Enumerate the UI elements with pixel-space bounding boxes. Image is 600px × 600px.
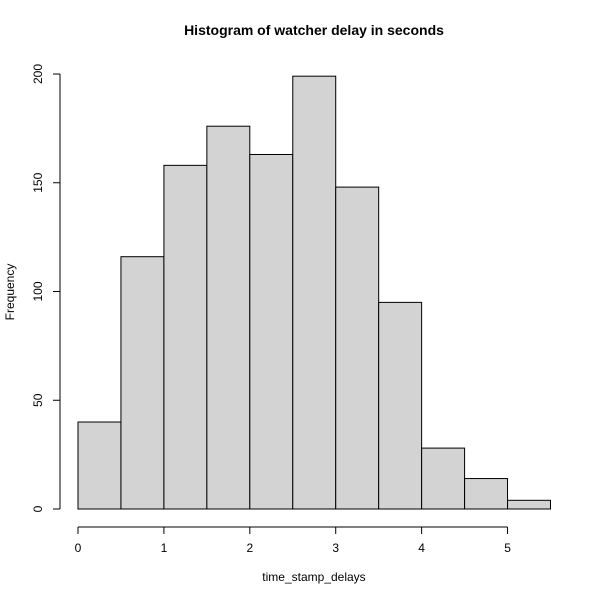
histogram-bar-9 bbox=[421, 447, 466, 510]
x-tick-label: 4 bbox=[418, 541, 425, 555]
x-tick-label: 2 bbox=[246, 541, 253, 555]
x-tick-label: 5 bbox=[504, 541, 511, 555]
x-axis: 0 1 2 3 4 5 bbox=[75, 526, 511, 555]
histogram-bar-2 bbox=[120, 256, 165, 510]
chart-title: Histogram of watcher delay in seconds bbox=[184, 22, 444, 38]
x-tick-label: 1 bbox=[161, 541, 168, 555]
histogram-bar-8 bbox=[378, 301, 423, 510]
y-tick-label: 150 bbox=[31, 172, 45, 192]
histogram-bar-1 bbox=[77, 421, 122, 510]
x-tick-label: 3 bbox=[332, 541, 339, 555]
bars-group bbox=[77, 75, 551, 510]
y-axis-label: Frequency bbox=[3, 264, 17, 321]
histogram-bar-5 bbox=[249, 153, 294, 510]
y-tick-label: 0 bbox=[31, 505, 45, 512]
y-tick-label: 50 bbox=[31, 393, 45, 407]
histogram-bar-10 bbox=[464, 478, 509, 510]
x-axis-label: time_stamp_delays bbox=[262, 570, 365, 584]
y-axis: 0 50 100 150 200 bbox=[31, 64, 61, 512]
histogram-bar-4 bbox=[206, 125, 251, 510]
y-tick-label: 100 bbox=[31, 281, 45, 301]
y-tick-label: 200 bbox=[31, 64, 45, 84]
histogram-bar-11 bbox=[507, 499, 551, 510]
histogram-bar-6 bbox=[292, 75, 337, 510]
x-tick-label: 0 bbox=[75, 541, 82, 555]
histogram-bar-7 bbox=[335, 186, 380, 510]
histogram-bar-3 bbox=[163, 164, 208, 510]
